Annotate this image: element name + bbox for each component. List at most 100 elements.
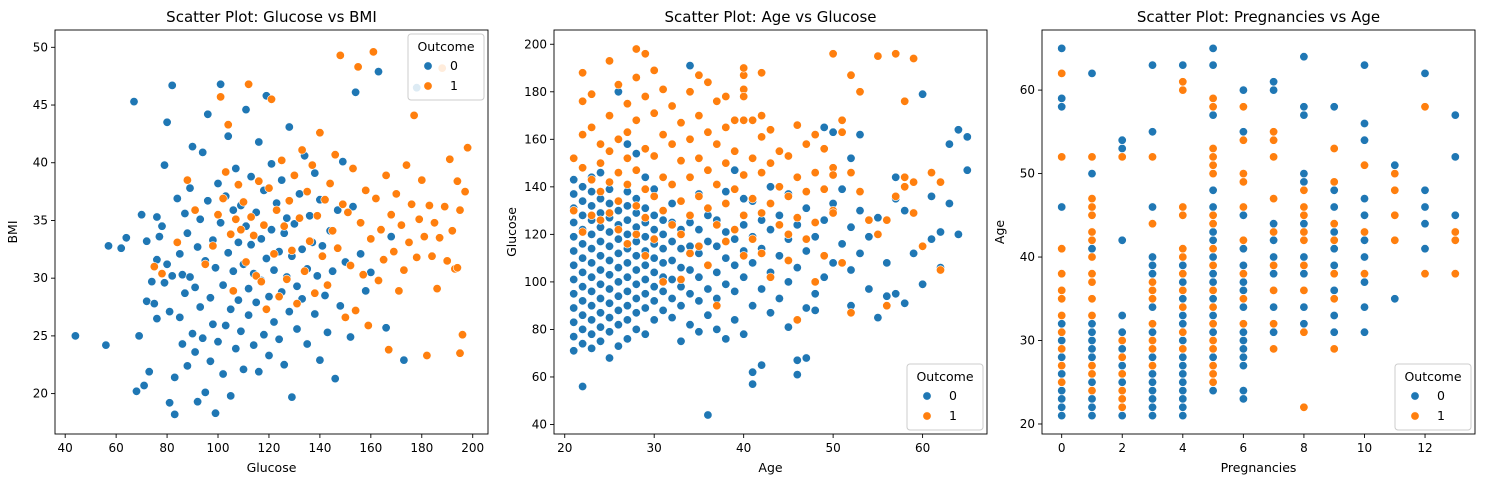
data-point — [640, 329, 650, 339]
data-point — [1390, 210, 1400, 220]
data-point — [613, 134, 623, 144]
data-point — [703, 260, 713, 270]
data-point — [1329, 235, 1339, 245]
data-point — [730, 165, 740, 175]
data-point — [1208, 160, 1218, 170]
data-point — [1087, 327, 1097, 337]
data-point — [676, 274, 686, 284]
data-point — [578, 381, 588, 391]
data-point — [1238, 344, 1248, 354]
data-point — [312, 271, 322, 281]
data-point — [1238, 327, 1248, 337]
data-point — [376, 225, 386, 235]
data-point — [819, 122, 829, 132]
data-point — [810, 289, 820, 299]
data-point — [302, 187, 312, 197]
data-point — [658, 130, 668, 140]
axes-frame — [553, 29, 988, 435]
data-point — [909, 53, 919, 63]
data-point — [667, 255, 677, 265]
y-axis-label: BMI — [5, 220, 20, 243]
data-point — [251, 297, 261, 307]
data-point — [774, 293, 784, 303]
x-tick-label: 60 — [108, 441, 123, 455]
data-point — [1117, 402, 1127, 412]
x-axis-label: Age — [758, 460, 782, 475]
data-point — [739, 115, 749, 125]
data-point — [1087, 169, 1097, 179]
data-point — [440, 202, 450, 212]
data-point — [604, 111, 614, 121]
data-point — [631, 265, 641, 275]
data-point — [658, 244, 668, 254]
data-point — [613, 168, 623, 178]
data-point — [1269, 152, 1279, 162]
data-point — [1238, 335, 1248, 345]
data-point — [569, 206, 579, 216]
data-point — [578, 130, 588, 140]
data-point — [289, 219, 299, 229]
data-point — [721, 158, 731, 168]
data-point — [457, 330, 467, 340]
data-point — [1057, 411, 1067, 421]
data-point — [1117, 235, 1127, 245]
data-point — [757, 111, 767, 121]
y-tick-label: 20 — [33, 387, 48, 401]
data-point — [101, 340, 111, 350]
data-point — [909, 248, 919, 258]
data-point — [1420, 185, 1430, 195]
data-point — [587, 175, 597, 185]
data-point — [828, 258, 838, 268]
data-point — [302, 339, 312, 349]
data-point — [658, 84, 668, 94]
data-point — [282, 274, 292, 284]
data-point — [1148, 127, 1158, 137]
data-point — [1299, 185, 1309, 195]
data-point — [1148, 344, 1158, 354]
data-point — [1148, 319, 1158, 329]
data-point — [244, 284, 254, 294]
data-point — [353, 62, 363, 72]
data-point — [417, 175, 427, 185]
data-point — [846, 308, 856, 318]
data-point — [604, 208, 614, 218]
data-point — [147, 277, 157, 287]
data-point — [640, 251, 650, 261]
data-point — [129, 97, 139, 107]
data-point — [694, 153, 704, 163]
data-point — [348, 202, 358, 212]
data-point — [1148, 327, 1158, 337]
data-point — [223, 120, 233, 130]
data-point — [676, 301, 686, 311]
data-point — [846, 222, 856, 232]
data-point — [819, 144, 829, 154]
data-point — [595, 215, 605, 225]
data-point — [667, 313, 677, 323]
data-point — [1238, 85, 1248, 95]
data-point — [649, 315, 659, 325]
data-point — [208, 319, 218, 329]
data-point — [256, 277, 266, 287]
data-point — [578, 310, 588, 320]
data-point — [757, 68, 767, 78]
data-point — [721, 237, 731, 247]
y-tick-label: 120 — [524, 227, 547, 241]
data-point — [631, 201, 641, 211]
x-tick-label: 2 — [1118, 441, 1126, 455]
series-0 — [1057, 43, 1460, 421]
data-point — [226, 229, 236, 239]
data-point — [160, 160, 170, 170]
data-point — [203, 196, 213, 206]
data-point — [873, 313, 883, 323]
y-tick-label: 30 — [1020, 334, 1035, 348]
data-point — [1148, 294, 1158, 304]
data-point — [587, 210, 597, 220]
legend-label: 1 — [450, 78, 458, 93]
data-point — [712, 96, 722, 106]
data-point — [1087, 310, 1097, 320]
data-point — [667, 199, 677, 209]
data-point — [613, 225, 623, 235]
data-point — [587, 89, 597, 99]
data-point — [254, 137, 264, 147]
data-point — [1329, 144, 1339, 154]
